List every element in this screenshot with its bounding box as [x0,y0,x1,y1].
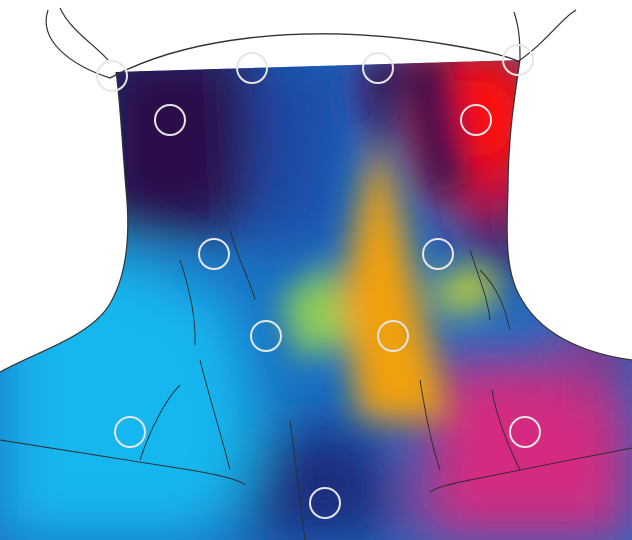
electrode-marker [250,320,282,352]
electrode-marker [377,320,409,352]
electrode-markers [96,44,541,519]
electrode-marker [509,416,541,448]
electrode-marker [362,52,394,84]
electrode-marker [198,238,230,270]
body-outline [0,7,632,540]
electrode-marker [114,416,146,448]
electrode-marker [236,52,268,84]
electrode-marker [422,238,454,270]
electrode-marker [309,487,341,519]
electrode-marker [154,104,186,136]
electrode-marker [502,44,534,76]
electrode-marker [96,60,128,92]
electrode-marker [460,104,492,136]
